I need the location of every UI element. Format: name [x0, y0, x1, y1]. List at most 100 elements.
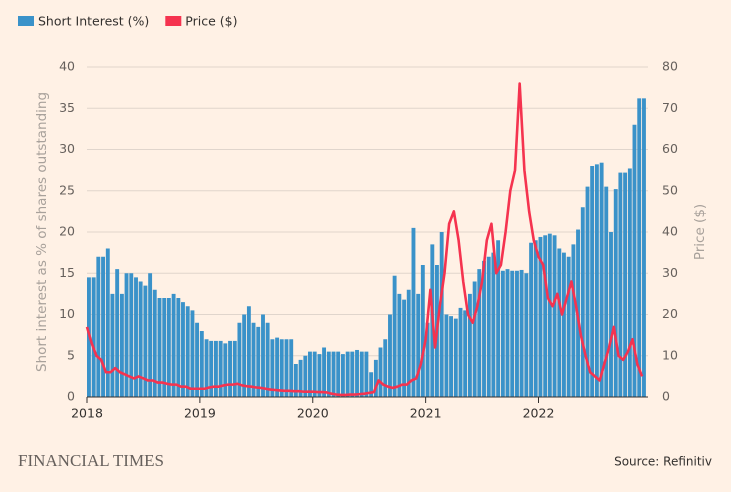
bar	[181, 302, 185, 397]
bar	[265, 322, 270, 397]
bar	[312, 351, 317, 397]
bar	[359, 351, 364, 397]
legend-swatch	[18, 16, 34, 26]
bar	[157, 298, 162, 397]
bar	[406, 289, 411, 397]
bar	[632, 124, 637, 397]
bar	[171, 293, 176, 397]
bar	[190, 310, 195, 397]
bar	[529, 242, 534, 397]
y2-tick-label: 40	[662, 224, 678, 239]
bar	[213, 340, 218, 397]
bar	[119, 293, 124, 397]
bar	[378, 347, 383, 397]
bar	[411, 227, 416, 397]
y2-tick-label: 10	[662, 347, 678, 362]
bar	[91, 277, 96, 397]
bar	[585, 186, 590, 397]
bar	[425, 322, 430, 397]
bar	[275, 337, 280, 397]
bar	[336, 351, 341, 397]
x-tick-label: 2021	[410, 406, 442, 421]
bar	[176, 298, 181, 397]
bar	[599, 162, 604, 397]
bar	[519, 269, 524, 397]
bar	[185, 306, 190, 397]
bar	[289, 339, 294, 397]
y-tick-label: 20	[59, 224, 75, 239]
bar	[420, 265, 425, 397]
bar	[571, 244, 576, 397]
bar	[533, 240, 538, 397]
bar	[209, 340, 214, 397]
bar	[303, 355, 308, 397]
y2-tick-label: 20	[662, 306, 678, 321]
bar	[538, 236, 543, 397]
bar	[96, 256, 101, 397]
bar	[515, 270, 519, 397]
bar	[105, 248, 110, 397]
bar	[613, 189, 618, 397]
bar	[449, 316, 453, 397]
bar	[284, 339, 289, 397]
bar	[444, 314, 449, 397]
bar	[552, 235, 557, 397]
bar	[340, 354, 345, 397]
bar	[218, 340, 223, 397]
bar	[138, 281, 143, 397]
bar	[590, 166, 595, 397]
bar	[477, 269, 482, 397]
y-tick-label: 40	[59, 59, 75, 74]
bar	[204, 339, 209, 397]
bar	[322, 347, 327, 397]
bar	[331, 351, 336, 397]
bar	[557, 248, 562, 397]
y2-tick-label: 60	[662, 141, 678, 156]
x-tick-label: 2018	[71, 406, 103, 421]
bar	[510, 270, 515, 397]
bar	[486, 256, 491, 397]
bar	[618, 172, 623, 397]
bar	[472, 281, 477, 397]
bar	[402, 299, 407, 397]
bar	[543, 235, 548, 397]
y2-tick-label: 80	[662, 59, 678, 74]
bar	[345, 351, 350, 397]
bar	[246, 306, 251, 397]
brand: FINANCIAL TIMES	[18, 451, 164, 470]
bar	[463, 310, 468, 397]
bar	[129, 273, 134, 397]
bar	[369, 372, 374, 397]
bar	[261, 314, 265, 397]
bar	[637, 98, 642, 397]
source: Source: Refinitiv	[614, 455, 712, 469]
y2-tick-label: 50	[662, 182, 678, 197]
bar	[101, 256, 105, 397]
bar	[326, 351, 331, 397]
bar	[505, 269, 510, 397]
bar	[388, 314, 392, 397]
bar	[482, 260, 486, 397]
bar	[524, 273, 529, 397]
bar	[293, 364, 298, 397]
bar	[317, 354, 322, 397]
bar	[392, 275, 397, 397]
bar	[383, 339, 388, 397]
bar	[642, 98, 646, 397]
bar	[439, 232, 444, 397]
bar	[547, 233, 552, 397]
bar	[364, 351, 369, 397]
bar	[298, 359, 303, 397]
bar	[148, 273, 153, 397]
bar	[270, 339, 275, 397]
bar	[152, 289, 157, 397]
bar	[373, 359, 378, 397]
bar	[223, 343, 228, 397]
bar	[251, 322, 256, 397]
bar	[627, 168, 632, 397]
legend-swatch	[165, 16, 182, 26]
bar	[453, 318, 458, 397]
bar	[134, 277, 138, 397]
bar	[110, 293, 115, 397]
bar	[561, 252, 566, 397]
